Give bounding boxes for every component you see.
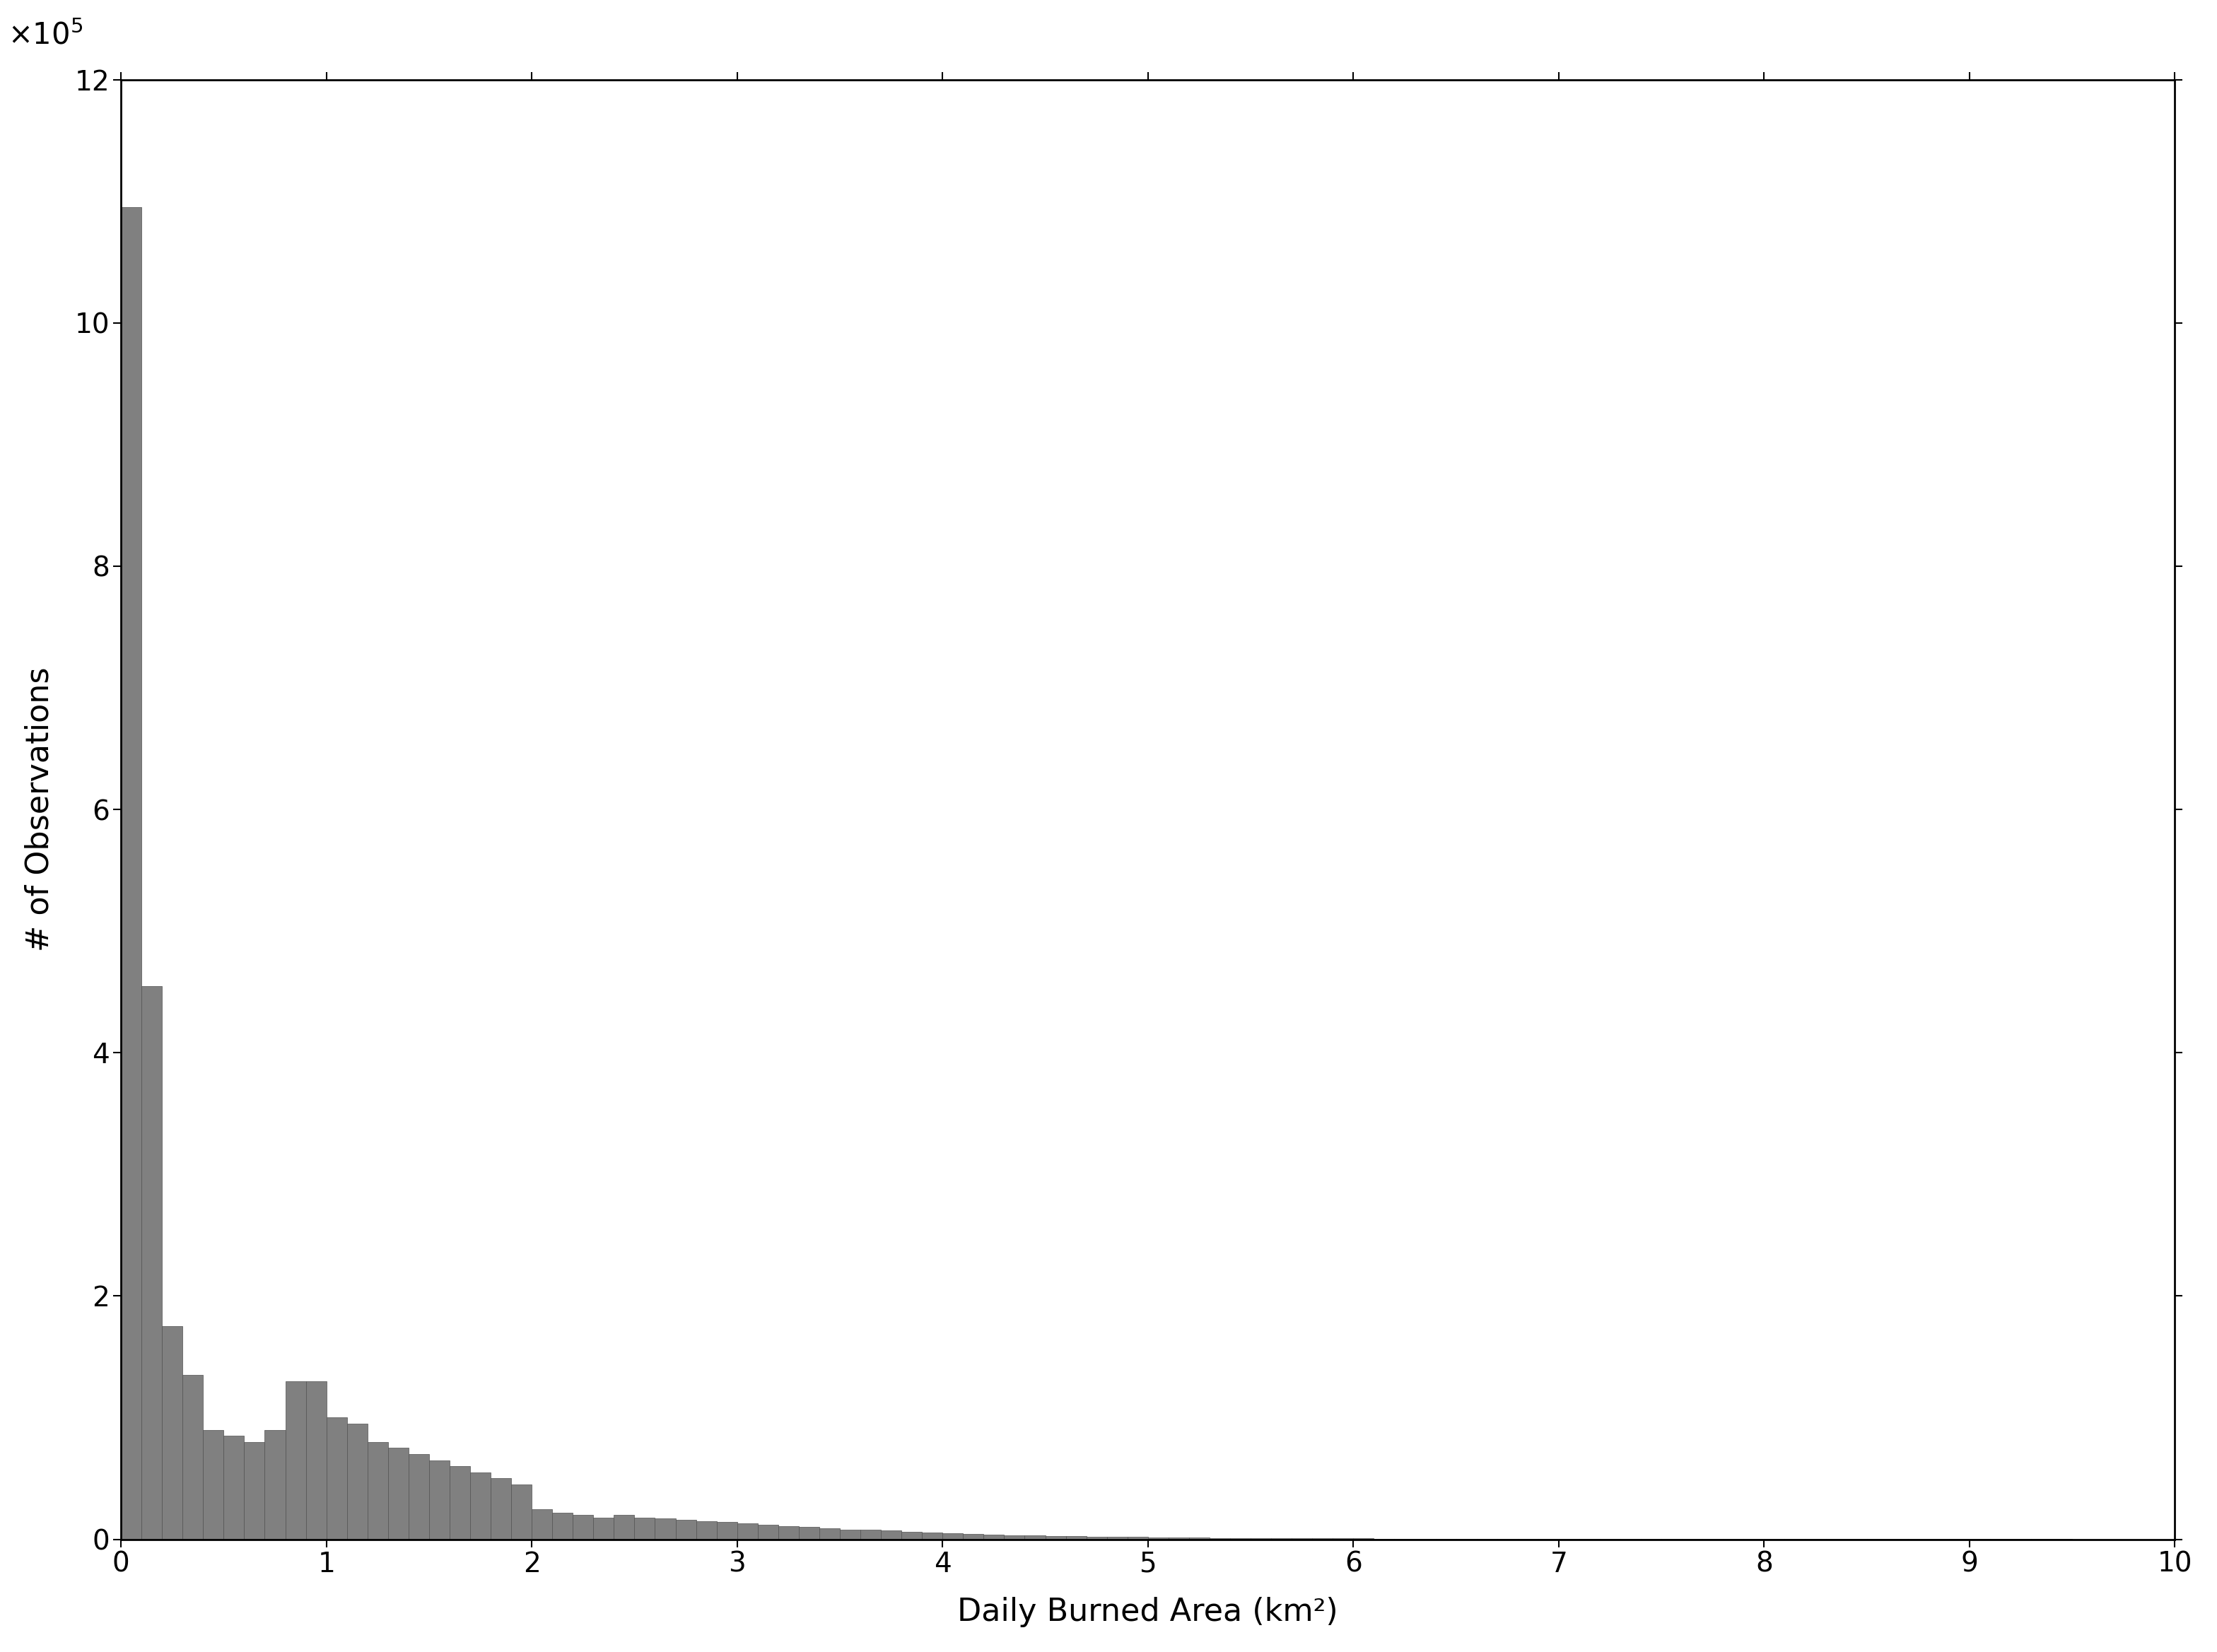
Bar (840, 1530, 860, 1540)
Bar (388, 1449, 408, 1540)
Bar (922, 1533, 942, 1540)
Bar (614, 1515, 634, 1540)
Bar (552, 1513, 572, 1540)
Bar (512, 1485, 532, 1540)
Bar (1168, 1538, 1188, 1540)
Bar (654, 1518, 676, 1540)
Bar (450, 1467, 470, 1540)
Bar (430, 1460, 450, 1540)
Bar (532, 1508, 552, 1540)
Bar (142, 986, 162, 1540)
Bar (962, 1533, 984, 1540)
Y-axis label: # of Observations: # of Observations (24, 667, 55, 952)
Bar (984, 1535, 1004, 1540)
Bar (1024, 1536, 1044, 1540)
Bar (204, 1429, 224, 1540)
Bar (860, 1530, 880, 1540)
Bar (1044, 1536, 1066, 1540)
Bar (306, 1381, 326, 1540)
Bar (162, 1327, 182, 1540)
Bar (594, 1518, 614, 1540)
Bar (1004, 1535, 1024, 1540)
Bar (490, 1479, 512, 1540)
Bar (902, 1531, 922, 1540)
Bar (676, 1520, 696, 1540)
Bar (736, 1523, 758, 1540)
Bar (264, 1429, 286, 1540)
Bar (408, 1454, 430, 1540)
Bar (244, 1442, 264, 1540)
Bar (820, 1528, 840, 1540)
Bar (182, 1374, 204, 1540)
X-axis label: Daily Burned Area (km²): Daily Burned Area (km²) (958, 1597, 1339, 1627)
Bar (1066, 1536, 1086, 1540)
Bar (326, 1417, 346, 1540)
Bar (1128, 1536, 1148, 1540)
Bar (798, 1526, 820, 1540)
Bar (1148, 1538, 1168, 1540)
Bar (122, 208, 142, 1540)
Bar (942, 1533, 962, 1540)
Bar (696, 1521, 716, 1540)
Bar (224, 1436, 244, 1540)
Bar (716, 1521, 736, 1540)
Bar (1086, 1536, 1106, 1540)
Bar (778, 1526, 798, 1540)
Bar (880, 1531, 902, 1540)
Bar (470, 1472, 490, 1540)
Bar (634, 1518, 654, 1540)
Bar (346, 1424, 368, 1540)
Bar (1106, 1536, 1128, 1540)
Bar (368, 1442, 388, 1540)
Bar (758, 1525, 778, 1540)
Bar (572, 1515, 594, 1540)
Bar (286, 1381, 306, 1540)
Text: $\times10^5$: $\times10^5$ (9, 21, 82, 51)
